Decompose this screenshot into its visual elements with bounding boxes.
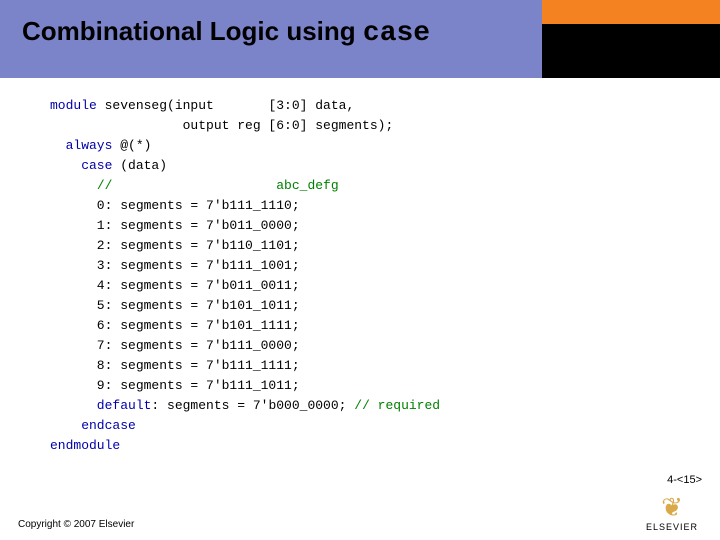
kw-module: module [50, 98, 97, 113]
code-line-1b: sevenseg(input [3:0] data, [97, 98, 354, 113]
copyright-footer: Copyright © 2007 Elsevier [18, 519, 134, 530]
code-line-12: 6: segments = 7'b101_1111; [50, 318, 300, 333]
publisher-logo: ❦ ELSEVIER [642, 494, 702, 532]
code-line-14: 8: segments = 7'b111_1111; [50, 358, 300, 373]
comment-required: // required [354, 398, 440, 413]
code-line-5a [50, 178, 97, 193]
code-line-13: 7: segments = 7'b111_0000; [50, 338, 300, 353]
kw-endcase: endcase [50, 418, 136, 433]
code-line-11: 5: segments = 7'b101_1011; [50, 298, 300, 313]
page-number: 4-<15> [667, 474, 702, 486]
code-line-2: output reg [6:0] segments); [50, 118, 393, 133]
kw-default: default [50, 398, 151, 413]
header: Combinational Logic using case [0, 0, 720, 78]
code-line-10: 4: segments = 7'b011_0011; [50, 278, 300, 293]
code-line-16b: : segments = 7'b000_0000; [151, 398, 354, 413]
code-block: module sevenseg(input [3:0] data, output… [50, 96, 440, 456]
title-prefix: Combinational Logic using [22, 16, 363, 46]
kw-endmodule: endmodule [50, 438, 120, 453]
logo-text: ELSEVIER [642, 522, 702, 532]
code-line-15: 9: segments = 7'b111_1011; [50, 378, 300, 393]
slide: Combinational Logic using case module se… [0, 0, 720, 540]
header-orange-bar [542, 0, 720, 24]
code-line-7: 1: segments = 7'b011_0000; [50, 218, 300, 233]
code-line-8: 2: segments = 7'b110_1101; [50, 238, 300, 253]
code-line-4b: (data) [112, 158, 167, 173]
kw-case: case [50, 158, 112, 173]
code-line-9: 3: segments = 7'b111_1001; [50, 258, 300, 273]
slide-title: Combinational Logic using case [22, 16, 430, 49]
logo-tree-icon: ❦ [642, 494, 702, 520]
kw-always: always [50, 138, 112, 153]
code-line-6: 0: segments = 7'b111_1110; [50, 198, 300, 213]
title-keyword: case [363, 18, 430, 49]
code-line-3b: @(*) [112, 138, 151, 153]
comment-header: // abc_defg [97, 178, 339, 193]
